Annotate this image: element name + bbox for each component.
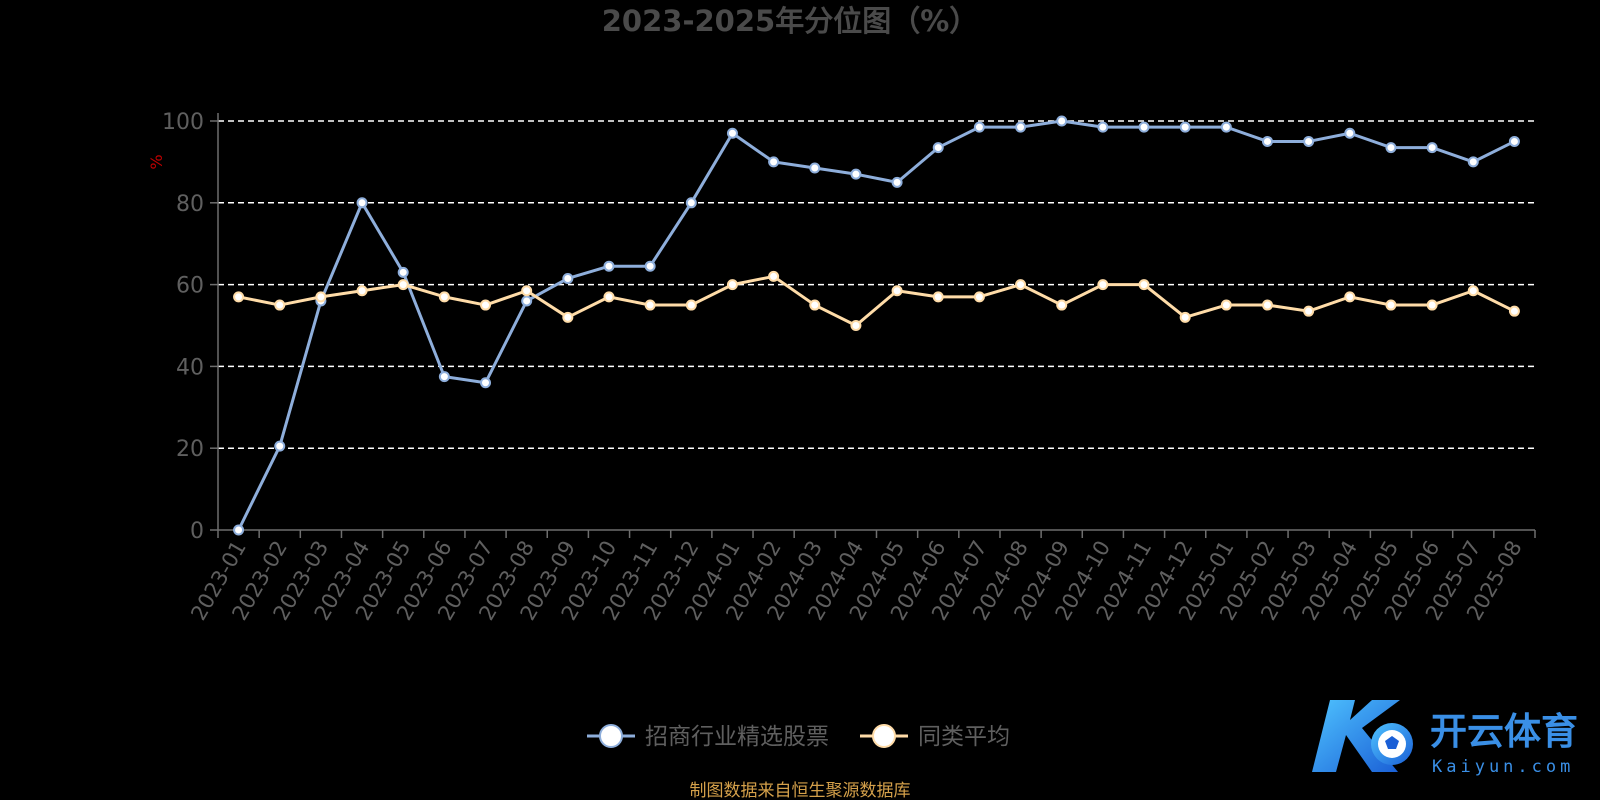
x-tick-labels: 2023-012023-022023-032023-042023-052023-…	[186, 537, 1527, 625]
legend-label: 招商行业精选股票	[645, 724, 829, 750]
data-point[interactable]	[809, 162, 821, 174]
data-point[interactable]	[1261, 135, 1273, 147]
y-axis-label: %	[147, 154, 166, 169]
data-point[interactable]	[685, 197, 697, 209]
legend-item-1[interactable]: 同类平均	[860, 724, 1010, 750]
data-point[interactable]	[973, 291, 985, 303]
data-point[interactable]	[562, 311, 574, 323]
data-point[interactable]	[850, 168, 862, 180]
data-point[interactable]	[1056, 115, 1068, 127]
data-point[interactable]	[768, 156, 780, 168]
data-point[interactable]	[1508, 305, 1520, 317]
data-point[interactable]	[1179, 121, 1191, 133]
y-tick-label: 60	[176, 274, 204, 299]
data-point[interactable]	[891, 176, 903, 188]
data-point[interactable]	[973, 121, 985, 133]
data-point[interactable]	[726, 127, 738, 139]
data-point[interactable]	[1015, 121, 1027, 133]
series-line-0	[237, 119, 1516, 531]
data-point[interactable]	[397, 279, 409, 291]
data-point[interactable]	[932, 291, 944, 303]
data-point[interactable]	[480, 299, 492, 311]
data-point[interactable]	[1344, 127, 1356, 139]
data-point[interactable]	[438, 291, 450, 303]
data-point[interactable]	[603, 260, 615, 272]
data-point[interactable]	[1138, 121, 1150, 133]
data-point[interactable]	[1426, 299, 1438, 311]
data-point[interactable]	[891, 285, 903, 297]
kaiyun-logo-icon	[1312, 700, 1413, 772]
grid-lines	[210, 120, 1535, 531]
data-point[interactable]	[1385, 299, 1397, 311]
watermark-brand-cn: 开云体育	[1430, 710, 1578, 753]
data-point[interactable]	[1179, 311, 1191, 323]
series-group	[233, 115, 1520, 536]
data-point[interactable]	[233, 291, 245, 303]
legend-marker	[599, 724, 623, 748]
data-point[interactable]	[1015, 279, 1027, 291]
series-line-1	[238, 274, 1516, 327]
data-point[interactable]	[356, 285, 368, 297]
data-point[interactable]	[562, 272, 574, 284]
chart-title: 2023-2025年分位图（%）	[602, 4, 979, 38]
data-point[interactable]	[1426, 142, 1438, 154]
data-point[interactable]	[768, 270, 780, 282]
data-point[interactable]	[1138, 279, 1150, 291]
data-point[interactable]	[1344, 291, 1356, 303]
data-point[interactable]	[274, 440, 286, 452]
y-tick-labels: 0 20 40 60 80 100	[162, 110, 204, 544]
data-point[interactable]	[1220, 121, 1232, 133]
data-point[interactable]	[1261, 299, 1273, 311]
axes	[217, 113, 1536, 538]
data-point[interactable]	[1303, 135, 1315, 147]
y-tick-label: 20	[176, 437, 204, 462]
watermark-brand-en: Kaiyun.com	[1432, 757, 1574, 777]
data-point[interactable]	[480, 377, 492, 389]
data-point[interactable]	[1385, 142, 1397, 154]
data-point[interactable]	[521, 295, 533, 307]
data-point[interactable]	[1508, 135, 1520, 147]
data-point[interactable]	[644, 260, 656, 272]
legend[interactable]: 招商行业精选股票 同类平均	[587, 724, 1010, 750]
y-tick-label: 100	[162, 110, 204, 135]
y-tick-label: 0	[190, 519, 204, 544]
data-point[interactable]	[521, 285, 533, 297]
data-point[interactable]	[1467, 156, 1479, 168]
data-point[interactable]	[685, 299, 697, 311]
data-point[interactable]	[356, 197, 368, 209]
data-point[interactable]	[850, 320, 862, 331]
data-point[interactable]	[1056, 299, 1068, 311]
data-point[interactable]	[932, 142, 944, 154]
data-point[interactable]	[1303, 305, 1315, 317]
data-point[interactable]	[1467, 285, 1479, 297]
data-point[interactable]	[274, 299, 286, 311]
data-point[interactable]	[644, 299, 656, 311]
data-point[interactable]	[438, 371, 450, 383]
data-point[interactable]	[809, 299, 821, 311]
data-source-note: 制图数据来自恒生聚源数据库	[690, 781, 911, 800]
data-point[interactable]	[397, 266, 409, 278]
legend-item-0[interactable]: 招商行业精选股票	[587, 724, 829, 750]
data-point[interactable]	[1220, 299, 1232, 311]
data-point[interactable]	[603, 291, 615, 303]
legend-marker	[872, 724, 896, 748]
data-point[interactable]	[315, 291, 327, 303]
data-point[interactable]	[1097, 121, 1109, 133]
y-tick-label: 40	[176, 355, 204, 380]
data-point[interactable]	[726, 279, 738, 291]
data-point[interactable]	[233, 524, 245, 536]
y-tick-label: 80	[176, 192, 204, 217]
legend-label: 同类平均	[918, 724, 1010, 750]
data-point[interactable]	[1097, 279, 1109, 291]
